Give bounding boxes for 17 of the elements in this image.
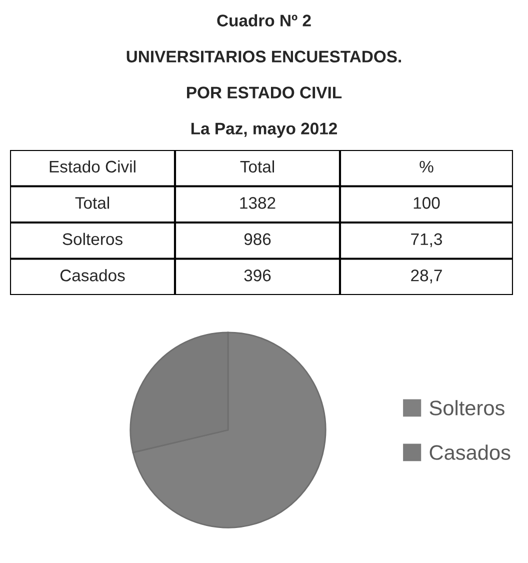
- text: UNIVERSITARIOS ENCUESTADOS. POR ESTADO CIVIL La Paz, mayo 2012: [126, 50, 401, 138]
- text: Total: [240, 160, 274, 173]
- text: 28,7: [411, 270, 442, 284]
- text: Estado Civil: [50, 160, 136, 173]
- text: Total: [75, 196, 109, 209]
- text: 1382: [240, 197, 276, 209]
- text: 71,3: [411, 233, 442, 248]
- category-label: Solteros: [62, 232, 122, 246]
- text: 986: [244, 233, 271, 246]
- slice-label: Casados: [60, 269, 125, 282]
- text: 100: [414, 197, 440, 209]
- text: 396: [244, 270, 271, 282]
- chart-title: Cuadro Nº 2: [217, 14, 311, 26]
- legend-label: Solteros: [430, 400, 504, 416]
- text: %: [420, 160, 434, 173]
- legend-label: Casados: [430, 444, 510, 460]
- pie-slice: [132, 332, 326, 528]
